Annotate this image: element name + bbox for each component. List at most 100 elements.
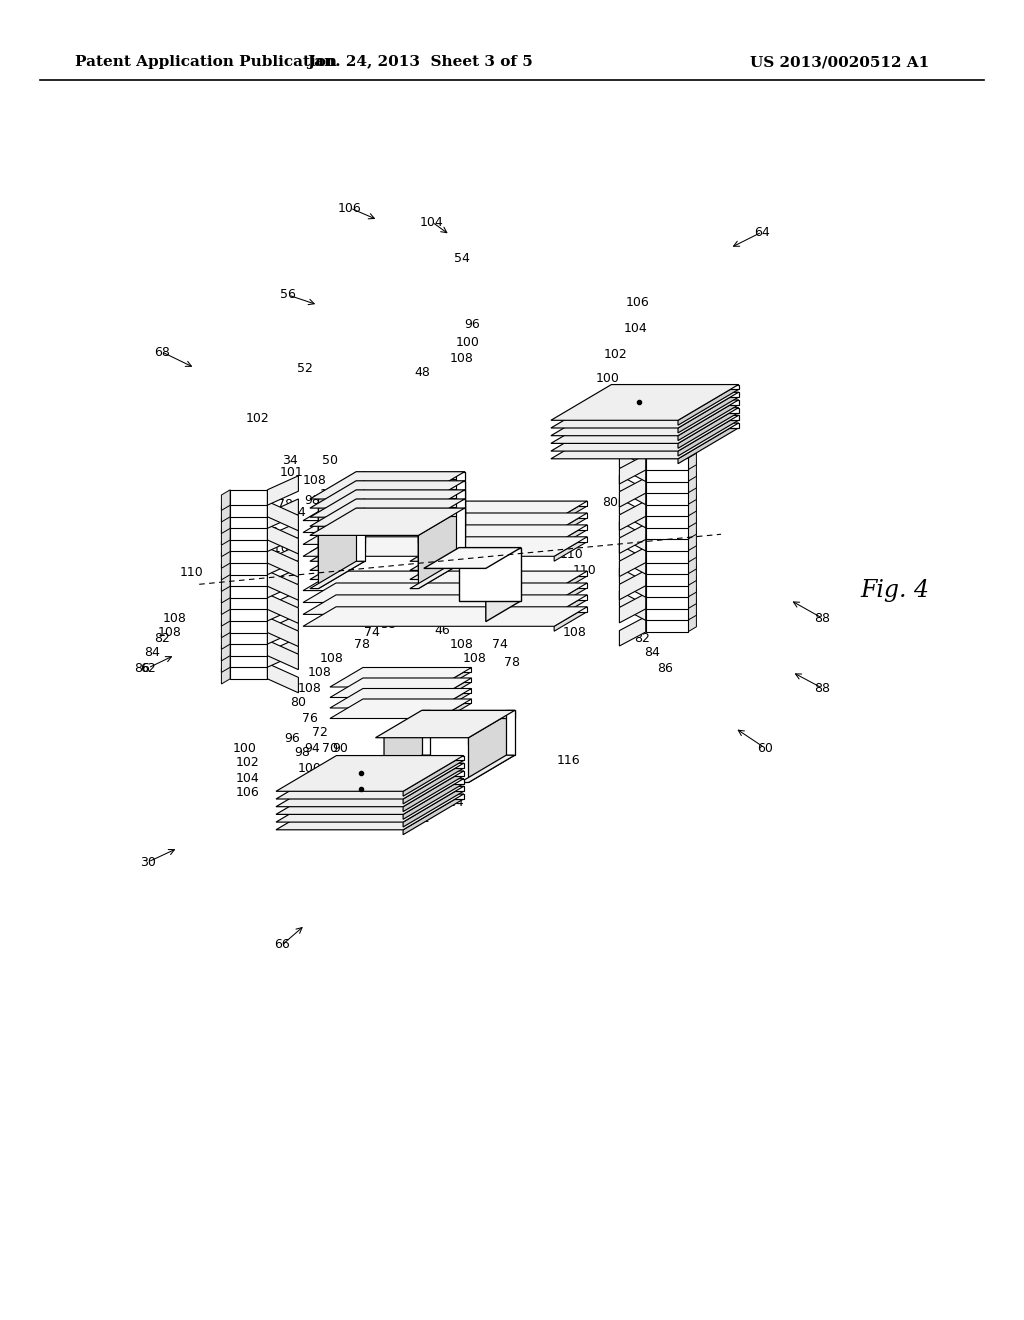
Polygon shape	[221, 664, 230, 684]
Polygon shape	[551, 384, 738, 420]
Polygon shape	[230, 524, 267, 540]
Polygon shape	[310, 480, 465, 508]
Polygon shape	[230, 606, 267, 620]
Polygon shape	[646, 558, 687, 574]
Text: 98: 98	[304, 494, 319, 507]
Polygon shape	[356, 490, 365, 543]
Polygon shape	[419, 499, 465, 535]
Polygon shape	[678, 416, 738, 455]
Text: 82: 82	[154, 631, 170, 644]
Polygon shape	[356, 480, 465, 488]
Polygon shape	[687, 553, 696, 574]
Polygon shape	[551, 422, 738, 459]
Text: 102: 102	[604, 348, 628, 362]
Polygon shape	[230, 536, 267, 552]
Polygon shape	[221, 536, 230, 557]
Polygon shape	[506, 710, 515, 755]
Text: 112: 112	[407, 812, 430, 825]
Text: 70: 70	[394, 589, 410, 602]
Text: 46: 46	[434, 623, 450, 636]
Polygon shape	[221, 560, 230, 579]
Polygon shape	[438, 668, 471, 692]
Polygon shape	[611, 384, 738, 389]
Text: 48: 48	[414, 366, 430, 379]
Text: 72: 72	[454, 594, 470, 606]
Polygon shape	[230, 640, 267, 656]
Polygon shape	[410, 561, 465, 589]
Polygon shape	[356, 480, 365, 535]
Text: 108: 108	[158, 626, 182, 639]
Polygon shape	[303, 595, 587, 614]
Text: 82: 82	[634, 631, 650, 644]
Polygon shape	[419, 508, 465, 543]
Text: 94: 94	[334, 511, 350, 524]
Text: 114: 114	[440, 796, 464, 808]
Text: 32: 32	[382, 582, 398, 594]
Polygon shape	[356, 499, 365, 552]
Text: 42: 42	[447, 609, 463, 622]
Polygon shape	[230, 502, 267, 516]
Polygon shape	[456, 508, 465, 561]
Text: 92: 92	[350, 552, 366, 565]
Polygon shape	[620, 570, 646, 599]
Polygon shape	[303, 537, 587, 556]
Polygon shape	[336, 607, 587, 611]
Polygon shape	[221, 570, 230, 591]
Polygon shape	[687, 543, 696, 562]
Polygon shape	[310, 471, 465, 499]
Polygon shape	[267, 502, 298, 531]
Polygon shape	[310, 535, 365, 561]
Text: 88: 88	[814, 681, 830, 694]
Polygon shape	[620, 499, 646, 528]
Polygon shape	[410, 552, 465, 579]
Polygon shape	[620, 591, 646, 620]
Polygon shape	[620, 454, 646, 484]
Text: 108: 108	[308, 665, 332, 678]
Polygon shape	[611, 408, 738, 413]
Text: Jan. 24, 2013  Sheet 3 of 5: Jan. 24, 2013 Sheet 3 of 5	[307, 55, 532, 69]
Polygon shape	[276, 771, 464, 807]
Polygon shape	[554, 502, 587, 525]
Text: 86: 86	[657, 661, 673, 675]
Polygon shape	[554, 525, 587, 549]
Polygon shape	[403, 763, 464, 804]
Text: 102: 102	[237, 755, 260, 768]
Polygon shape	[620, 616, 646, 645]
Polygon shape	[646, 605, 687, 620]
Polygon shape	[438, 700, 471, 723]
Polygon shape	[419, 490, 465, 570]
Polygon shape	[310, 525, 365, 552]
Text: 106: 106	[338, 202, 361, 214]
Polygon shape	[678, 392, 738, 433]
Text: 74: 74	[493, 639, 508, 652]
Polygon shape	[422, 710, 430, 755]
Polygon shape	[336, 583, 587, 587]
Text: 40: 40	[370, 539, 386, 552]
Polygon shape	[267, 548, 298, 577]
Polygon shape	[310, 552, 365, 579]
Polygon shape	[230, 628, 267, 644]
Polygon shape	[456, 490, 465, 543]
Text: 34: 34	[283, 454, 298, 466]
Polygon shape	[337, 771, 464, 776]
Text: 68: 68	[154, 346, 170, 359]
Polygon shape	[310, 499, 465, 527]
Polygon shape	[620, 521, 646, 550]
Text: 90: 90	[332, 742, 348, 755]
Polygon shape	[646, 548, 687, 562]
Polygon shape	[646, 536, 687, 550]
Polygon shape	[687, 611, 696, 632]
Polygon shape	[362, 689, 471, 693]
Polygon shape	[620, 594, 646, 623]
Text: 100: 100	[233, 742, 257, 755]
Text: 100: 100	[298, 762, 322, 775]
Text: 54: 54	[454, 252, 470, 264]
Polygon shape	[687, 577, 696, 597]
Polygon shape	[687, 461, 696, 482]
Polygon shape	[276, 755, 464, 791]
Text: 108: 108	[550, 611, 573, 624]
Polygon shape	[310, 543, 365, 570]
Polygon shape	[303, 513, 587, 532]
Polygon shape	[221, 524, 230, 545]
Polygon shape	[337, 795, 464, 799]
